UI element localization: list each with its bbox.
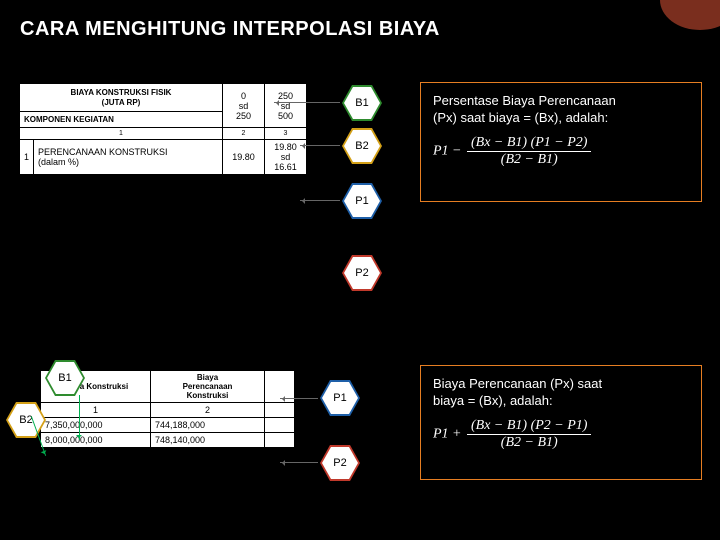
f2-num: (Bx − B1) (P2 − P1): [467, 418, 591, 435]
t2-numrow-2: 2: [151, 403, 265, 418]
t1-row-v2top: 19.80: [269, 142, 302, 152]
t1-col2-bot: 500: [269, 111, 302, 121]
hex-b1: B1: [342, 85, 382, 121]
formula-box-1: Persentase Biaya Perencanaan (Px) saat b…: [420, 82, 702, 202]
hex-p2-top: P2: [342, 255, 382, 291]
arrow-p1-b: [280, 398, 318, 399]
t1-row-v2bot: 16.61: [269, 162, 302, 172]
t2-numrow-1: 1: [41, 403, 151, 418]
f2-intro-l1: Biaya Perencanaan (Px) saat: [433, 376, 602, 391]
f1-intro-l1: Persentase Biaya Perencanaan: [433, 93, 616, 108]
f2-den: (B2 − B1): [467, 435, 591, 451]
t1-row-v1: 19.80: [223, 140, 265, 175]
hex-p2-bottom: P2: [320, 445, 360, 481]
arrow-p1: [300, 200, 340, 201]
cost-range-table: BIAYA KONSTRUKSI FISIK(JUTA RP) 0 sd 250…: [18, 82, 308, 176]
hex-b2-top: B2: [342, 128, 382, 164]
t1-numrow-1: 1: [20, 128, 223, 140]
t2-r2-b: 748,140,000: [151, 433, 265, 448]
hex-p1-top: P1: [342, 183, 382, 219]
t1-col1-top: 0: [227, 91, 260, 101]
t2-r1-a: 7,350,000,000: [41, 418, 151, 433]
page-title: CARA MENGHITUNG INTERPOLASI BIAYA: [20, 18, 440, 41]
formula-box-2: Biaya Perencanaan (Px) saat biaya = (Bx)…: [420, 365, 702, 480]
t1-header1: BIAYA KONSTRUKSI FISIK(JUTA RP): [71, 88, 172, 107]
f1-lhs: P1 −: [433, 144, 462, 159]
t1-numrow-2: 2: [223, 128, 265, 140]
t2-h2: BiayaPerencanaanKonstruksi: [183, 373, 233, 400]
f1-den: (B2 − B1): [467, 152, 591, 168]
hex-p1-bottom: P1: [320, 380, 360, 416]
t1-numrow-3: 3: [265, 128, 307, 140]
arrow-b2: [300, 145, 340, 146]
arrow-b1: [274, 102, 340, 103]
t2-r1-b: 744,188,000: [151, 418, 265, 433]
t1-header2: KOMPONEN KEGIATAN: [24, 115, 114, 124]
arrow-down-1: [79, 395, 80, 440]
f1-num: (Bx − B1) (P1 − P2): [467, 135, 591, 152]
t1-col1-mid: sd: [227, 101, 260, 111]
f1-intro-l2: (Px) saat biaya = (Bx), adalah:: [433, 110, 608, 125]
arrow-p2-b: [280, 462, 318, 463]
t1-row-idx: 1: [20, 140, 34, 175]
t1-col1-bot: 250: [227, 111, 260, 121]
corner-motif: [660, 0, 720, 30]
t2-r2-a: 8,000,000,000: [41, 433, 151, 448]
t1-row-v2mid: sd: [269, 152, 302, 162]
f2-intro-l2: biaya = (Bx), adalah:: [433, 393, 553, 408]
t1-row-name: PERENCANAAN KONSTRUKSI(dalam %): [38, 147, 168, 167]
f2-lhs: P1 +: [433, 427, 462, 442]
